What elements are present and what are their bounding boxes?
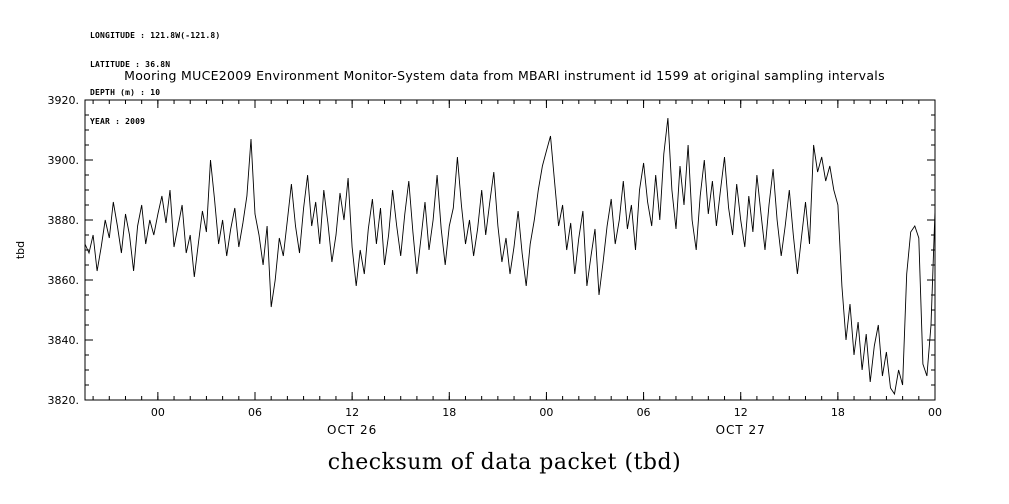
x-axis-caption: checksum of data packet (tbd)	[327, 450, 682, 475]
y-tick-label: 3900.	[48, 154, 80, 167]
y-tick-label: 3860.	[48, 274, 80, 287]
chart-title: Mooring MUCE2009 Environment Monitor-Sys…	[124, 68, 885, 83]
data-line	[84, 117, 936, 396]
x-tick-label: 00	[151, 406, 165, 419]
x-tick-label: 12	[734, 406, 748, 419]
y-tick-label: 3920.	[48, 94, 80, 107]
metadata-depth: DEPTH (m) : 10	[90, 88, 161, 97]
x-tick-label: 06	[637, 406, 651, 419]
x-tick-label: 00	[928, 406, 942, 419]
metadata-block: LONGITUDE : 121.8W(-121.8) LATITUDE : 36…	[90, 12, 220, 145]
date-label: OCT 27	[716, 423, 766, 437]
metadata-year: YEAR : 2009	[90, 116, 146, 126]
x-tick-label: 18	[442, 406, 456, 419]
x-tick-label: 18	[831, 406, 845, 419]
y-tick-label: 3840.	[48, 334, 80, 347]
metadata-latitude: LATITUDE : 36.8N	[90, 59, 171, 69]
x-tick-label: 00	[539, 406, 553, 419]
x-tick-label: 06	[248, 406, 262, 419]
date-label: OCT 26	[327, 423, 377, 437]
metadata-longitude: LONGITUDE : 121.8W(-121.8)	[90, 31, 221, 40]
y-tick-label: 3820.	[48, 394, 80, 407]
y-axis-label: tbd	[14, 241, 27, 259]
axis-box	[84, 99, 936, 401]
y-tick-label: 3880.	[48, 214, 80, 227]
x-tick-label: 12	[345, 406, 359, 419]
